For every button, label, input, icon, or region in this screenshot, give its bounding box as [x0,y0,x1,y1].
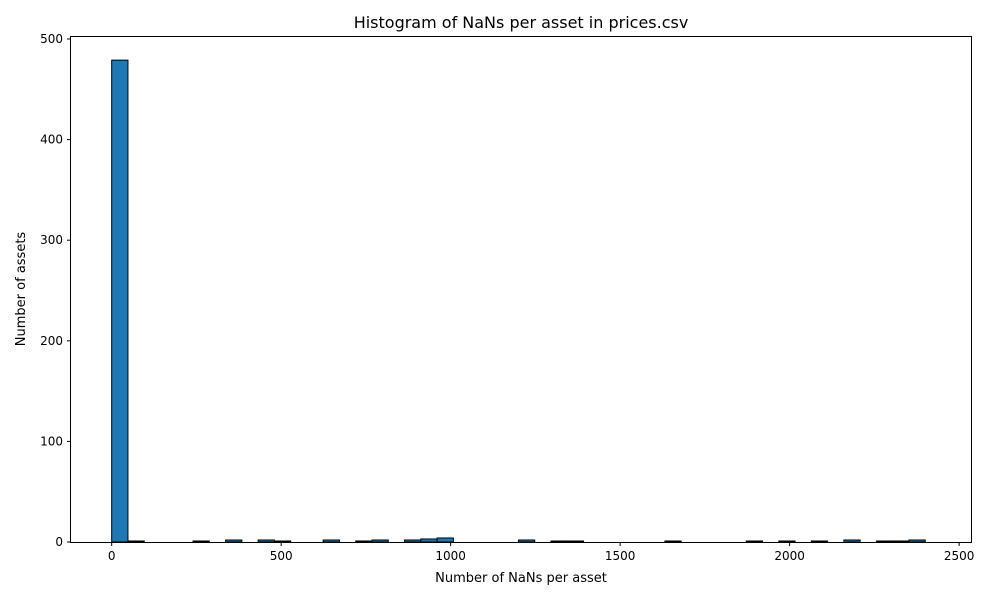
histogram-bar [257,539,275,543]
x-axis-label: Number of NaNs per asset [435,571,607,586]
y-tick-label: 200 [40,334,63,348]
plot-frame [70,36,972,543]
histogram-bar [127,540,145,543]
histogram-bar [322,539,340,543]
histogram-bar [745,540,764,543]
x-tick-label: 500 [270,549,293,563]
y-axis-label: Number of assets [14,232,29,347]
histogram-bar [404,539,422,543]
histogram-bar [550,540,568,543]
y-tick-label: 500 [40,32,63,46]
histogram-bar [517,539,536,543]
x-tick-label: 1500 [605,549,636,563]
histogram-bar [908,539,926,543]
y-tick-label: 100 [40,434,63,448]
histogram-bar [875,540,894,543]
histogram-bar [111,59,129,543]
histogram-bar [355,540,373,543]
histogram-bar [192,540,210,543]
x-tick-label: 2500 [944,549,975,563]
y-tick-label: 400 [40,133,63,147]
bars-layer [111,59,926,543]
x-tick-label: 1000 [435,549,466,563]
histogram-bar [371,539,389,543]
y-tick-label: 300 [40,233,63,247]
x-tick-label: 2000 [774,549,805,563]
y-axis-ticks: 0 100 200 300 400 500 [40,32,71,549]
histogram-bar [664,540,682,543]
histogram-bar [225,539,243,543]
histogram-bar [810,540,829,543]
histogram-bar [892,540,910,543]
histogram-bar [436,537,454,543]
chart-title: Histogram of NaNs per asset in prices.cs… [354,13,689,32]
histogram-bar [273,540,292,543]
histogram-bar [843,539,861,543]
histogram-bar [420,538,438,543]
histogram-bar [778,540,796,543]
y-tick-label: 0 [55,535,63,549]
histogram-bar [566,540,585,543]
x-tick-label: 0 [108,549,116,563]
x-axis-ticks: 0 500 1000 1500 2000 2500 [108,542,975,563]
